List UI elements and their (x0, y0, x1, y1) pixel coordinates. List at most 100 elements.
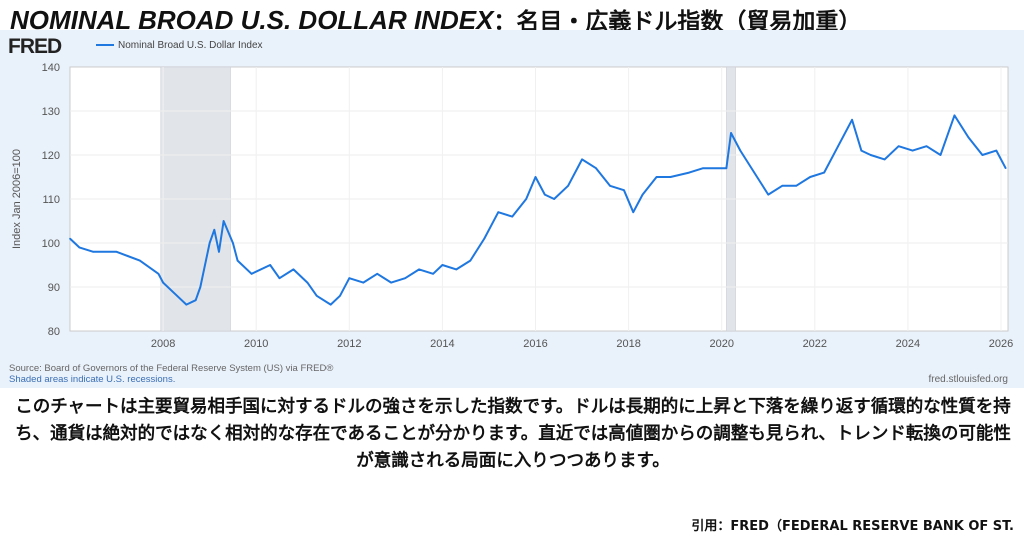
data-point (78, 246, 81, 249)
data-point (339, 295, 341, 297)
data-point (157, 273, 160, 275)
data-point (767, 193, 770, 196)
data-point (306, 281, 309, 284)
data-point (688, 171, 690, 174)
data-point (553, 198, 555, 200)
data-point (911, 149, 914, 152)
x-tick-label: 2010 (244, 338, 268, 350)
data-point (455, 268, 458, 271)
data-point (390, 281, 393, 284)
data-point (269, 264, 271, 266)
data-point (725, 167, 728, 169)
data-point (860, 149, 863, 152)
data-point (739, 149, 742, 152)
data-point (139, 259, 141, 262)
data-point (809, 176, 811, 178)
data-point (669, 176, 672, 178)
x-tick-label: 2012 (337, 338, 361, 350)
data-point (823, 171, 825, 174)
data-point (362, 281, 365, 284)
line-chart: 80 90 100 110 120 130 140 2008 2010 2012 2014 2016 2… (11, 62, 1013, 350)
x-tick-label: 2020 (709, 338, 733, 350)
legend-swatch (96, 44, 114, 47)
data-point (162, 281, 164, 284)
data-point (469, 259, 472, 262)
caption: このチャートは主要貿易相手国に対するドルの強さを示した指数です。ドルは長期的に上… (15, 397, 1011, 471)
data-point (115, 251, 118, 253)
data-point (218, 251, 220, 253)
data-point (851, 119, 853, 121)
data-point (716, 167, 718, 169)
data-point (278, 277, 281, 279)
data-point (655, 176, 658, 178)
data-point (837, 145, 839, 147)
y-tick-label: 140 (42, 62, 60, 74)
fred-chart-panel: FRED Nominal Broad U.S. Dollar Index 80 9… (0, 30, 1024, 388)
data-point (534, 176, 537, 178)
data-point (497, 211, 500, 213)
y-tick-label: 100 (42, 238, 60, 250)
data-point (185, 303, 188, 306)
data-point (753, 171, 756, 174)
data-point (315, 295, 318, 297)
legend-label: Nominal Broad U.S. Dollar Index (118, 40, 263, 51)
x-tick-label: 2022 (803, 338, 827, 350)
data-point (632, 211, 635, 213)
data-point (795, 185, 797, 187)
data-point (222, 220, 225, 222)
x-tick-label: 2026 (989, 338, 1013, 350)
data-point (995, 149, 998, 152)
data-point (236, 259, 239, 262)
x-tick-label: 2016 (523, 338, 547, 350)
data-point (232, 242, 234, 244)
data-point (404, 277, 406, 279)
citation: 引用：FRED（FEDERAL RESERVE BANK OF ST. (691, 519, 1014, 534)
y-tick-label: 80 (48, 326, 60, 338)
data-point (441, 264, 444, 266)
y-tick-label: 110 (42, 194, 60, 206)
source-text: Source: Board of Governors of the Federa… (9, 363, 334, 374)
recession-note[interactable]: Shaded areas indicate U.S. recessions. (9, 374, 176, 385)
data-point (194, 299, 197, 302)
legend: Nominal Broad U.S. Dollar Index (96, 40, 263, 51)
data-point (609, 185, 611, 187)
x-tick-label: 2014 (430, 338, 454, 350)
source-note: Source: Board of Governors of the Federa… (9, 363, 333, 385)
data-point (213, 229, 216, 231)
data-point (525, 198, 527, 200)
data-point (176, 295, 178, 297)
fred-site-link[interactable]: fred.stlouisfed.org (928, 374, 1009, 385)
data-point (69, 237, 71, 240)
y-axis-label: Index Jan 2006=100 (11, 149, 23, 249)
series-line (69, 114, 1007, 306)
data-point (208, 242, 211, 244)
data-point (702, 167, 704, 169)
data-point (483, 237, 486, 240)
x-tick-label: 2024 (896, 338, 920, 350)
data-point (544, 193, 546, 196)
data-point (730, 132, 732, 134)
data-point (897, 145, 900, 147)
data-point (949, 127, 951, 130)
data-point (376, 273, 379, 275)
data-point (939, 154, 942, 156)
data-point (641, 193, 644, 196)
data-point (329, 303, 332, 306)
data-point (925, 145, 928, 147)
data-point (781, 185, 784, 187)
data-point (418, 268, 420, 271)
data-point (981, 154, 984, 156)
data-point (199, 286, 202, 288)
x-tick-label: 2008 (151, 338, 175, 350)
data-point (869, 154, 872, 156)
data-point (967, 136, 970, 139)
data-point (883, 158, 886, 161)
data-point (581, 158, 583, 161)
data-point (250, 273, 253, 275)
fred-logo[interactable]: FRED (8, 35, 62, 58)
data-point (348, 277, 351, 279)
data-point (92, 251, 95, 253)
data-point (1004, 167, 1007, 169)
data-point (623, 189, 625, 191)
y-tick-label: 130 (42, 106, 60, 118)
